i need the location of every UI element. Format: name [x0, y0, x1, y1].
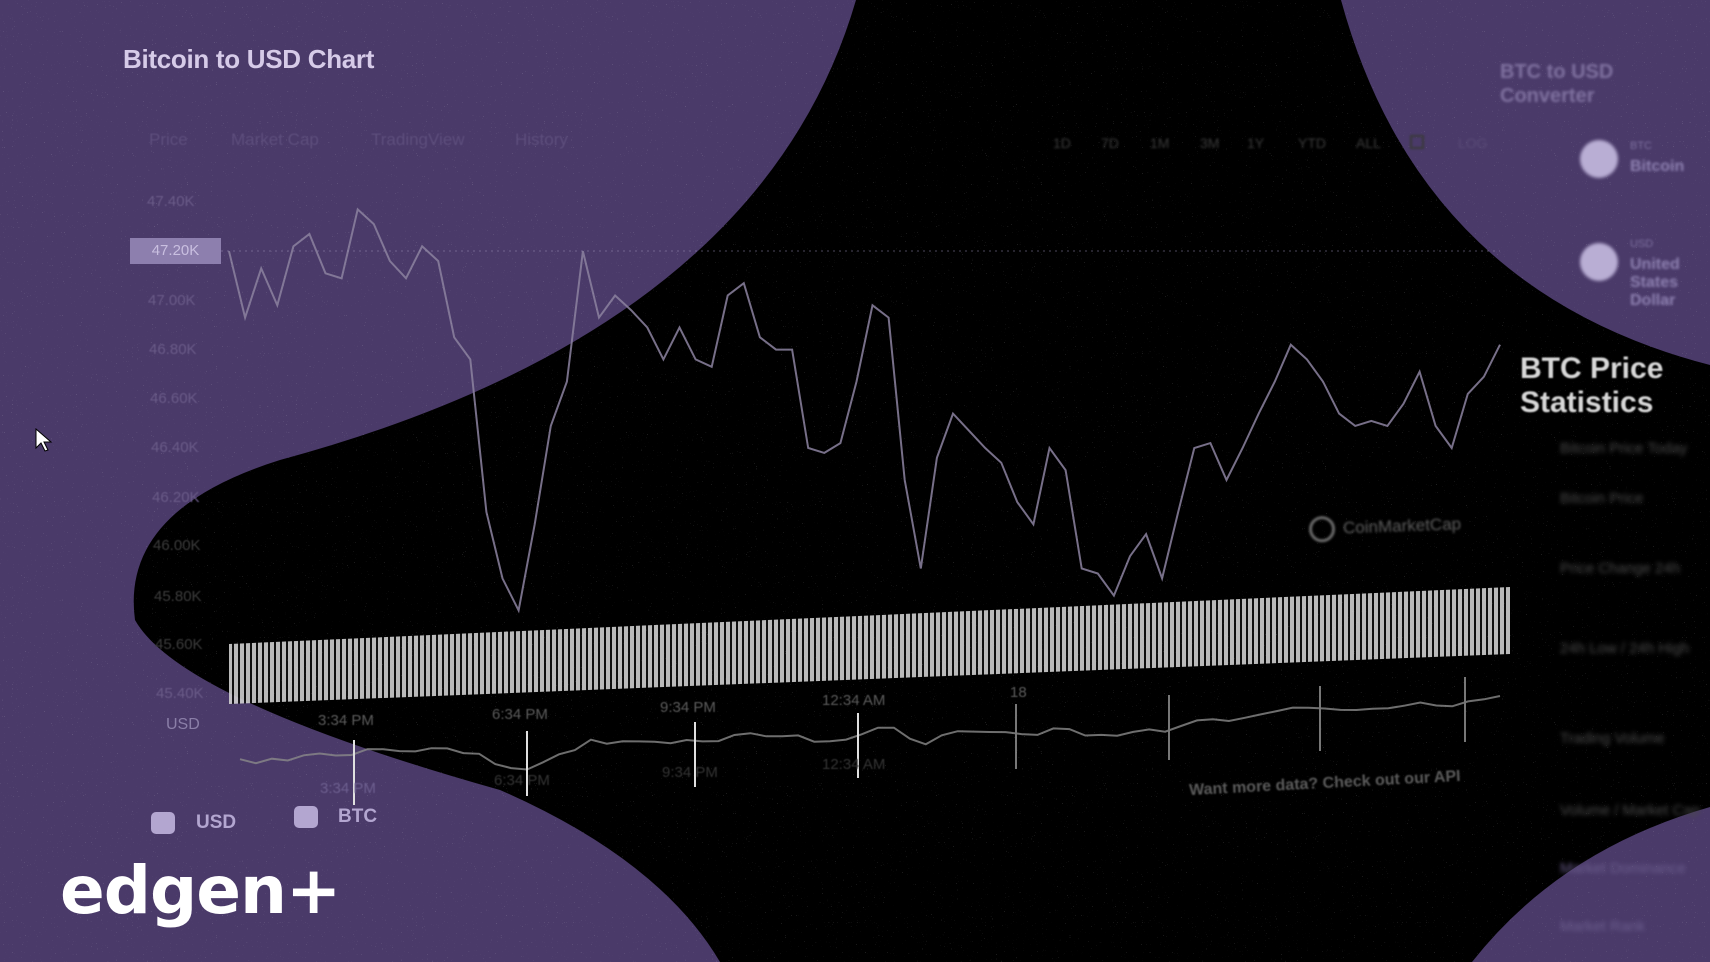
tab-tradingview[interactable]: TradingView	[371, 130, 465, 149]
usd-coin-icon	[1580, 243, 1618, 281]
coinmarketcap-watermark: CoinMarketCap	[1308, 511, 1462, 543]
y-tick: 47.00K	[148, 292, 196, 309]
legend-usd-swatch[interactable]	[151, 812, 175, 834]
navigator-label: 9:34 PM	[662, 764, 718, 781]
navigator-label: 6:34 PM	[494, 772, 550, 789]
coin-symbol: BTC	[1630, 140, 1652, 152]
current-price-tag: 47.20K	[130, 238, 221, 264]
stat-row: Bitcoin Price	[1560, 490, 1644, 507]
navigator-label: 3:34 PM	[320, 780, 376, 797]
stat-row: Price Change 24h	[1560, 560, 1681, 577]
coinmarketcap-logo-icon	[1308, 515, 1336, 543]
coin-name[interactable]: Bitcoin	[1630, 158, 1685, 175]
y-axis-unit: USD	[166, 716, 200, 733]
calendar-icon[interactable]	[1410, 135, 1424, 149]
x-tick: 12:34 AM	[822, 692, 886, 709]
stat-row: Market Dominance	[1560, 860, 1686, 877]
btc-coin-icon	[1580, 140, 1618, 178]
y-tick: 46.60K	[150, 390, 198, 407]
stat-row: Trading Volume	[1560, 730, 1665, 747]
stat-row: 24h Low / 24h High	[1560, 640, 1690, 657]
legend-btc-label[interactable]: BTC	[338, 806, 378, 827]
range-1d[interactable]: 1D	[1053, 135, 1071, 151]
navigator-label: 12:34 AM	[822, 756, 886, 773]
legend-btc-swatch[interactable]	[294, 806, 318, 828]
legend-usd-label[interactable]: USD	[196, 812, 237, 833]
mouse-cursor-icon	[35, 428, 53, 452]
stats-title: BTC Price Statistics	[1520, 352, 1664, 419]
tab-market-cap[interactable]: Market Cap	[231, 130, 319, 149]
stat-row: Volume / Market Cap	[1560, 802, 1701, 819]
y-tick: 45.80K	[154, 588, 202, 605]
y-tick: 45.60K	[155, 636, 203, 653]
watermark-text: CoinMarketCap	[1342, 514, 1462, 538]
range-ytd[interactable]: YTD	[1298, 135, 1326, 151]
tab-price[interactable]: Price	[149, 130, 188, 149]
range-7d[interactable]: 7D	[1101, 135, 1119, 151]
stat-row: Market Rank	[1560, 918, 1646, 935]
range-log[interactable]: LOG	[1458, 135, 1488, 151]
range-3m[interactable]: 3M	[1200, 135, 1220, 151]
y-tick: 46.20K	[152, 489, 200, 506]
y-tick: 46.00K	[153, 537, 201, 554]
y-tick: 45.40K	[156, 685, 204, 702]
x-tick: 3:34 PM	[318, 712, 374, 729]
range-1y[interactable]: 1Y	[1247, 135, 1265, 151]
range-all[interactable]: ALL	[1356, 135, 1381, 151]
range-1m[interactable]: 1M	[1150, 135, 1170, 151]
tab-history[interactable]: History	[515, 130, 568, 149]
edgen-logo: edgen+	[60, 852, 341, 929]
x-tick: 6:34 PM	[492, 706, 548, 723]
y-tick: 47.40K	[147, 193, 195, 210]
page-title: Bitcoin to USD Chart	[123, 44, 375, 74]
stat-row: Bitcoin Price Today	[1560, 440, 1688, 457]
x-tick: 18	[1010, 684, 1027, 701]
coin-symbol: USD	[1630, 238, 1654, 250]
y-tick: 46.80K	[149, 341, 197, 358]
y-tick: 46.40K	[151, 439, 199, 456]
converter-title: BTC to USD Converter	[1500, 61, 1614, 107]
coin-name[interactable]: United States Dollar	[1630, 256, 1680, 309]
x-tick: 9:34 PM	[660, 699, 716, 716]
